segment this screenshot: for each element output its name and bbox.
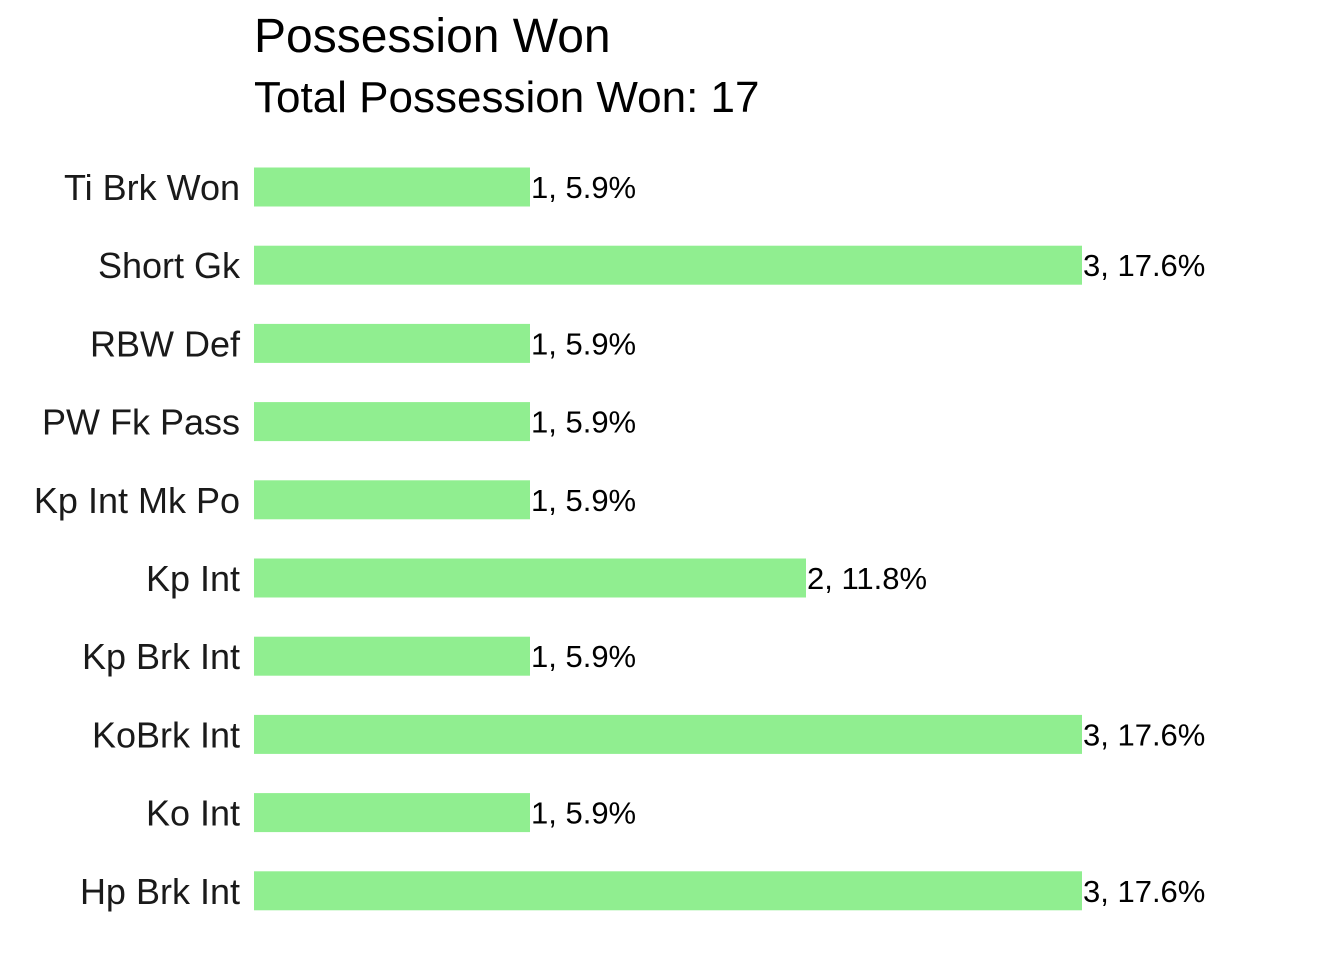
category-label: Short Gk [98,245,241,286]
bar [254,636,530,676]
chart-title: Possession Won [254,10,611,63]
category-label: RBW Def [90,323,241,364]
bar-data-label: 1, 5.9% [531,326,636,361]
bar [254,714,1082,754]
bar-data-label: 1, 5.9% [531,405,636,440]
category-label: Ko Int [146,793,240,834]
bar-data-label: 1, 5.9% [531,639,636,674]
bar [254,558,806,598]
bar [254,245,1082,285]
category-label: Hp Brk Int [80,871,240,912]
category-label: Kp Int [146,558,240,599]
bar-data-label: 3, 17.6% [1083,248,1205,283]
bar [254,480,530,520]
category-label: KoBrk Int [92,714,240,755]
bar [254,167,530,207]
bar-data-label: 1, 5.9% [531,483,636,518]
category-label: Kp Brk Int [82,636,240,677]
bar-data-label: 2, 11.8% [807,561,927,596]
bar-data-label: 3, 17.6% [1083,717,1205,752]
bar [254,793,530,833]
category-label: Ti Brk Won [64,167,240,208]
bar [254,323,530,363]
bar-data-label: 3, 17.6% [1083,874,1205,909]
bar-data-label: 1, 5.9% [531,796,636,831]
chart-subtitle: Total Possession Won: 17 [254,73,760,122]
bar-data-label: 1, 5.9% [531,170,636,205]
bar [254,871,1082,911]
category-label: Kp Int Mk Po [34,480,240,521]
category-label: PW Fk Pass [42,402,240,443]
bar [254,402,530,442]
